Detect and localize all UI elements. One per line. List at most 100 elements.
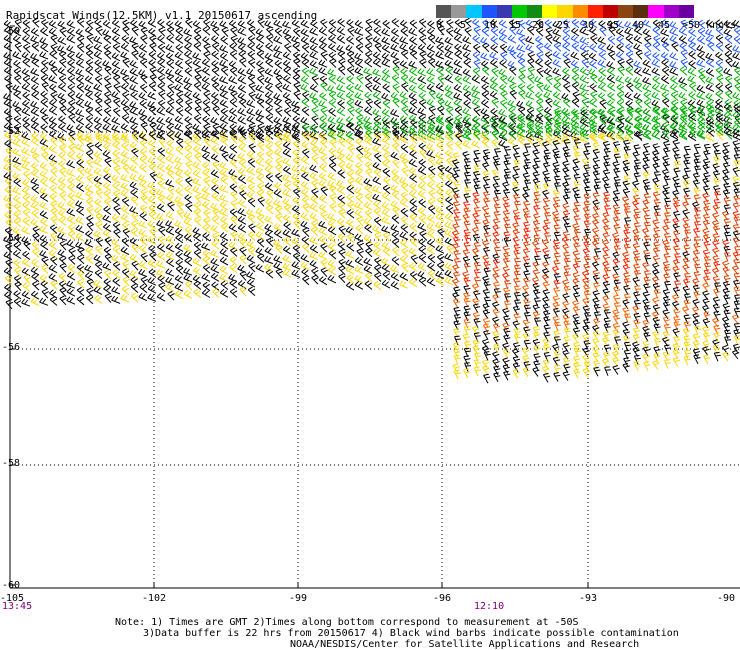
wind-barb [436,182,445,192]
wind-barb [584,312,592,322]
wind-barb [723,309,731,320]
wind-barb [338,225,346,236]
wind-barb [265,150,274,160]
wind-barb [445,189,454,199]
wind-barb [572,110,580,120]
wind-barb [715,98,724,108]
wind-barb [57,20,67,30]
wind-barb [417,207,427,217]
wind-barb [426,98,436,108]
wind-barb [363,265,373,274]
wind-barb [382,184,391,195]
lat-label: -54 [2,233,21,244]
wind-barb [623,335,631,345]
wind-barb [131,132,139,143]
wind-barb [419,230,427,240]
wind-barb [201,193,211,202]
wind-barb [693,271,701,281]
wind-barb [713,288,721,299]
wind-barb [210,202,220,211]
wind-barb [401,166,410,177]
wind-barb [311,188,319,198]
wind-barb [612,232,620,243]
wind-barb [228,223,238,233]
wind-barb [437,228,445,238]
wind-barb [246,175,256,185]
wind-barb [59,287,67,297]
wind-barb [121,34,130,45]
wind-barb [606,44,616,53]
wind-barb [30,147,40,156]
wind-barb [400,143,409,154]
wind-barb [652,41,661,52]
wind-barb [499,83,508,93]
wind-barb [372,36,382,45]
wind-barb [300,180,310,190]
wind-barb [582,354,590,365]
wind-barb [545,97,553,108]
wind-barb [592,212,600,223]
wind-barb [84,264,94,273]
wind-barb [689,128,697,139]
wind-barb [723,218,731,229]
wind-barb [138,20,148,30]
wind-barb [229,183,238,193]
wind-barb [723,28,733,38]
scale-swatch [557,5,574,18]
wind-barb [463,115,472,125]
wind-barb [507,122,517,131]
wind-barb [672,294,680,304]
wind-barb [156,52,166,62]
wind-barb [693,152,701,163]
wind-barb [120,43,130,52]
wind-barb [533,297,541,307]
wind-barb [282,245,292,255]
wind-barb [309,44,319,54]
wind-barb [219,44,229,53]
wind-barb [86,287,94,298]
wind-barb [683,153,691,164]
wind-barb [680,49,688,60]
wind-barb [94,207,103,217]
wind-barb [373,200,382,210]
wind-barb [705,92,715,102]
wind-barb [166,91,175,101]
wind-barb [400,182,409,192]
wind-barb [220,35,229,46]
wind-barb [562,357,571,367]
wind-barb [157,43,166,54]
wind-barb [463,220,471,231]
wind-barb [553,42,562,52]
wind-barb [273,239,283,248]
wind-barb [166,258,175,268]
wind-barb [248,133,257,144]
wind-barb [653,35,661,45]
wind-barb [237,84,247,94]
wind-barb [622,166,631,176]
wind-barb [682,306,690,316]
wind-barb [702,219,711,230]
wind-barb [318,100,328,109]
wind-barb [452,230,460,241]
wind-barb [176,138,184,148]
wind-barb [483,267,491,278]
wind-barb [472,115,481,125]
wind-barb [219,273,229,282]
wind-barb [663,344,671,355]
wind-barb [669,35,679,44]
wind-barb [211,50,220,60]
wind-barb [399,255,409,265]
wind-barb [77,246,85,257]
wind-barb [86,206,94,216]
wind-barb [445,180,454,190]
wind-barb [210,116,220,126]
wind-barb [453,286,461,297]
wind-barb [482,162,490,172]
wind-barb [165,211,175,221]
wind-barb [417,262,427,272]
wind-barb [365,241,373,251]
wind-barb [183,243,193,253]
wind-barb [67,224,76,234]
wind-barb [703,200,711,210]
wind-barb [571,27,580,37]
